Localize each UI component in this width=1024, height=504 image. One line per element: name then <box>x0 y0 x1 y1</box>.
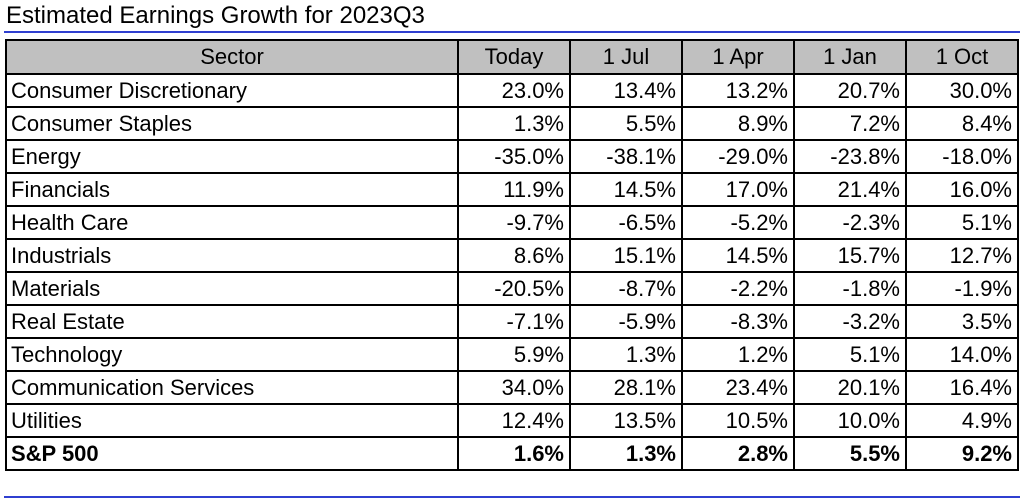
value-cell: 23.4% <box>681 370 795 405</box>
value-cell: 12.4% <box>457 403 571 438</box>
sector-cell: Industrials <box>5 238 459 273</box>
table-row: Materials -20.5% -8.7% -2.2% -1.8% -1.9% <box>5 271 1019 306</box>
sector-cell: Materials <box>5 271 459 306</box>
value-cell: 13.5% <box>569 403 683 438</box>
table-title: Estimated Earnings Growth for 2023Q3 <box>6 2 425 29</box>
value-cell: 17.0% <box>681 172 795 207</box>
value-cell: 10.5% <box>681 403 795 438</box>
table-row: Real Estate -7.1% -5.9% -8.3% -3.2% 3.5% <box>5 304 1019 339</box>
table-row: Consumer Discretionary 23.0% 13.4% 13.2% 20.… <box>5 73 1019 108</box>
value-cell: 13.2% <box>681 73 795 108</box>
value-cell: 34.0% <box>457 370 571 405</box>
value-cell: -8.3% <box>681 304 795 339</box>
value-cell: 7.2% <box>793 106 907 141</box>
sector-cell: S&P 500 <box>5 436 459 471</box>
value-cell: 5.5% <box>793 436 907 471</box>
value-cell: -38.1% <box>569 139 683 174</box>
value-cell: -23.8% <box>793 139 907 174</box>
header-1-oct: 1 Oct <box>905 39 1019 75</box>
value-cell: 3.5% <box>905 304 1019 339</box>
value-cell: -3.2% <box>793 304 907 339</box>
value-cell: 5.1% <box>793 337 907 372</box>
bottom-rule <box>4 496 1020 498</box>
value-cell: -20.5% <box>457 271 571 306</box>
value-cell: 2.8% <box>681 436 795 471</box>
earnings-growth-table: Sector Today 1 Jul 1 Apr 1 Jan 1 Oct Con… <box>5 39 1019 471</box>
value-cell: 15.7% <box>793 238 907 273</box>
header-sector: Sector <box>5 39 459 75</box>
sector-cell: Utilities <box>5 403 459 438</box>
value-cell: 16.0% <box>905 172 1019 207</box>
value-cell: 14.0% <box>905 337 1019 372</box>
value-cell: 20.1% <box>793 370 907 405</box>
value-cell: -7.1% <box>457 304 571 339</box>
sector-cell: Consumer Staples <box>5 106 459 141</box>
table-row: Energy -35.0% -38.1% -29.0% -23.8% -18.0% <box>5 139 1019 174</box>
table-row: Utilities 12.4% 13.5% 10.5% 10.0% 4.9% <box>5 403 1019 438</box>
table-row: Health Care -9.7% -6.5% -5.2% -2.3% 5.1% <box>5 205 1019 240</box>
sector-cell: Health Care <box>5 205 459 240</box>
value-cell: 1.3% <box>569 337 683 372</box>
value-cell: 9.2% <box>905 436 1019 471</box>
header-1-jul: 1 Jul <box>569 39 683 75</box>
value-cell: 16.4% <box>905 370 1019 405</box>
value-cell: 12.7% <box>905 238 1019 273</box>
value-cell: 5.5% <box>569 106 683 141</box>
value-cell: 8.4% <box>905 106 1019 141</box>
value-cell: -35.0% <box>457 139 571 174</box>
value-cell: 5.9% <box>457 337 571 372</box>
table-body: Consumer Discretionary 23.0% 13.4% 13.2% 20.… <box>5 73 1019 471</box>
value-cell: 1.3% <box>457 106 571 141</box>
value-cell: -8.7% <box>569 271 683 306</box>
table-row: Financials 11.9% 14.5% 17.0% 21.4% 16.0% <box>5 172 1019 207</box>
value-cell: 1.3% <box>569 436 683 471</box>
value-cell: 14.5% <box>569 172 683 207</box>
table-row: Communication Services 34.0% 28.1% 23.4% 20.… <box>5 370 1019 405</box>
value-cell: 4.9% <box>905 403 1019 438</box>
value-cell: -1.8% <box>793 271 907 306</box>
value-cell: -9.7% <box>457 205 571 240</box>
total-row: S&P 500 1.6% 1.3% 2.8% 5.5% 9.2% <box>5 436 1019 471</box>
value-cell: 11.9% <box>457 172 571 207</box>
value-cell: 1.2% <box>681 337 795 372</box>
value-cell: -1.9% <box>905 271 1019 306</box>
value-cell: -29.0% <box>681 139 795 174</box>
value-cell: 30.0% <box>905 73 1019 108</box>
header-1-jan: 1 Jan <box>793 39 907 75</box>
sector-cell: Energy <box>5 139 459 174</box>
value-cell: -2.3% <box>793 205 907 240</box>
sector-cell: Real Estate <box>5 304 459 339</box>
value-cell: -18.0% <box>905 139 1019 174</box>
value-cell: 23.0% <box>457 73 571 108</box>
table-row: Consumer Staples 1.3% 5.5% 8.9% 7.2% 8.4% <box>5 106 1019 141</box>
sector-cell: Communication Services <box>5 370 459 405</box>
value-cell: 10.0% <box>793 403 907 438</box>
value-cell: -6.5% <box>569 205 683 240</box>
value-cell: 28.1% <box>569 370 683 405</box>
value-cell: 8.6% <box>457 238 571 273</box>
header-today: Today <box>457 39 571 75</box>
value-cell: 14.5% <box>681 238 795 273</box>
value-cell: 5.1% <box>905 205 1019 240</box>
header-1-apr: 1 Apr <box>681 39 795 75</box>
value-cell: 20.7% <box>793 73 907 108</box>
value-cell: 21.4% <box>793 172 907 207</box>
table-row: Technology 5.9% 1.3% 1.2% 5.1% 14.0% <box>5 337 1019 372</box>
value-cell: -5.9% <box>569 304 683 339</box>
sector-cell: Technology <box>5 337 459 372</box>
sector-cell: Consumer Discretionary <box>5 73 459 108</box>
value-cell: 1.6% <box>457 436 571 471</box>
value-cell: 15.1% <box>569 238 683 273</box>
top-rule <box>4 31 1020 33</box>
value-cell: 13.4% <box>569 73 683 108</box>
header-row: Sector Today 1 Jul 1 Apr 1 Jan 1 Oct <box>5 39 1019 75</box>
sector-cell: Financials <box>5 172 459 207</box>
value-cell: -5.2% <box>681 205 795 240</box>
table-row: Industrials 8.6% 15.1% 14.5% 15.7% 12.7% <box>5 238 1019 273</box>
value-cell: -2.2% <box>681 271 795 306</box>
value-cell: 8.9% <box>681 106 795 141</box>
